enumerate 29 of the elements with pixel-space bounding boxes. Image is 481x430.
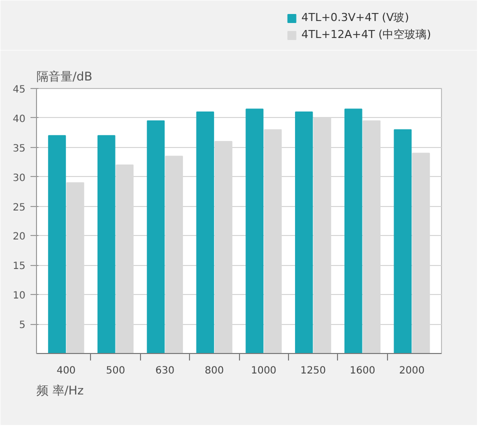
bar [394,129,412,354]
bar [146,120,165,354]
y-tick-label: 15 [12,261,26,272]
y-tick-label: 40 [12,114,26,125]
y-tick-label: 35 [12,143,26,154]
bar [246,108,264,354]
y-tick-label: 45 [12,84,26,96]
x-tick-label: 800 [204,366,224,376]
x-tick-label: 2000 [399,366,425,376]
y-tick-label: 20 [12,232,26,243]
bar [344,108,362,354]
x-tick-label: 400 [56,366,76,376]
legend-label: 4TL+12A+4T (中空玻璃) [301,27,431,42]
y-axis-title: 隔音量/dB [36,70,92,84]
x-tick-label: 1250 [300,366,326,376]
x-tick-label: 1000 [250,366,276,376]
bar [48,135,66,354]
x-tick-label: 630 [155,366,174,376]
y-tick-label: 5 [19,320,26,332]
bar [295,112,313,354]
legend-label: 4TL+0.3V+4T (V玻) [301,10,410,25]
y-tick-label: 30 [12,172,26,184]
x-axis-title: 频 率/Hz [36,384,84,398]
x-tick-label: 500 [106,366,126,376]
y-tick-label: 25 [12,202,26,214]
bar [196,112,214,354]
y-tick-label: 10 [12,290,26,302]
x-tick-label: 1600 [350,366,376,376]
bar [97,135,116,354]
